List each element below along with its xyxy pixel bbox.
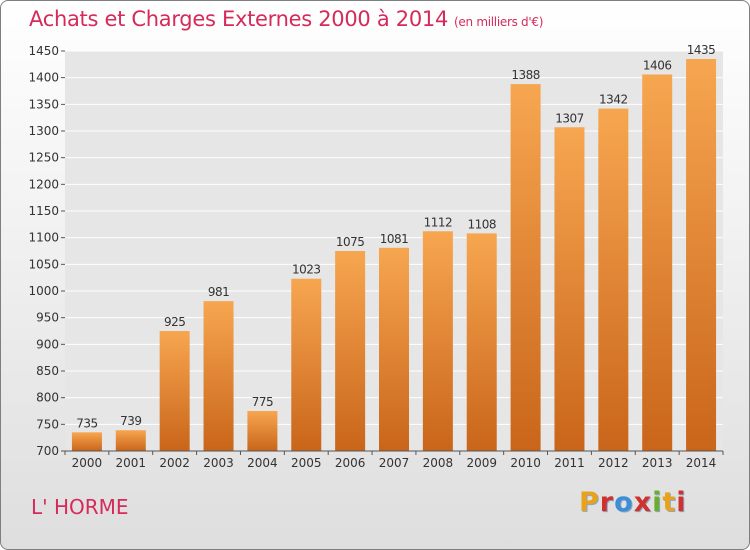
y-tick-label: 850 — [36, 364, 59, 378]
data-label-2010: 1388 — [511, 68, 540, 82]
data-label-2011: 1307 — [555, 111, 584, 125]
y-tick-label: 1150 — [28, 204, 59, 218]
proxiti-logo: Proxiti — [579, 487, 687, 518]
y-tick-label: 950 — [36, 311, 59, 325]
data-label-2005: 1023 — [292, 263, 321, 277]
y-tick-label: 900 — [36, 337, 59, 351]
logo-letter: i — [652, 487, 663, 518]
x-tick-label: 2009 — [466, 456, 497, 470]
bars — [71, 59, 717, 452]
data-label-2000: 735 — [76, 416, 97, 430]
title-text: Achats et Charges Externes 2000 à 2014 — [29, 7, 449, 31]
bar-2000 — [71, 432, 102, 451]
x-tick-label: 2005 — [291, 456, 322, 470]
bar-2014 — [686, 59, 717, 451]
x-tick-label: 2010 — [510, 456, 541, 470]
x-tick-label: 2000 — [72, 456, 103, 470]
chart-title: Achats et Charges Externes 2000 à 2014 (e… — [29, 7, 543, 31]
bar-2004 — [247, 411, 278, 451]
logo-letter: r — [599, 487, 615, 518]
data-label-2013: 1406 — [643, 58, 672, 72]
x-tick-label: 2007 — [379, 456, 410, 470]
x-tick-label: 2004 — [247, 456, 278, 470]
x-tick-label: 2006 — [335, 456, 366, 470]
logo-letter: t — [662, 487, 677, 518]
y-axis-ticks: 700 750 800 850 900 950 1000 1050 1100 1150 1200 12… — [28, 44, 65, 458]
y-tick-label: 1050 — [28, 257, 59, 271]
place-name: L' HORME — [31, 495, 129, 519]
data-label-2001: 739 — [120, 414, 141, 428]
bar-2002 — [159, 331, 190, 451]
bar-2009 — [466, 233, 497, 451]
x-tick-label: 2008 — [423, 456, 454, 470]
x-tick-label: 2014 — [686, 456, 717, 470]
x-tick-label: 2002 — [159, 456, 190, 470]
data-label-2002: 925 — [164, 315, 185, 329]
y-tick-label: 1450 — [28, 44, 59, 58]
bar-2008 — [422, 231, 453, 451]
data-label-2008: 1112 — [424, 215, 453, 229]
logo-letter: P — [579, 487, 600, 518]
x-tick-label: 2001 — [116, 456, 147, 470]
data-label-2014: 1435 — [687, 43, 716, 57]
bar-2001 — [115, 430, 146, 451]
data-label-2012: 1342 — [599, 93, 628, 107]
bar-2003 — [203, 301, 234, 451]
x-tick-label: 2012 — [598, 456, 629, 470]
y-tick-label: 1350 — [28, 97, 59, 111]
y-tick-label: 1300 — [28, 124, 59, 138]
bar-2012 — [598, 108, 629, 451]
bar-2011 — [554, 127, 585, 452]
logo-letter: x — [633, 487, 653, 518]
bar-2005 — [291, 278, 322, 451]
data-label-2006: 1075 — [336, 235, 365, 249]
data-labels: 735 739 925 981 775 1023 1075 1081 1112 1108 1388 1… — [76, 43, 716, 430]
y-tick-label: 800 — [36, 391, 59, 405]
data-label-2009: 1108 — [467, 217, 496, 231]
bar-2013 — [642, 74, 673, 451]
data-label-2004: 775 — [252, 395, 273, 409]
x-axis-ticks: 2000 2001 2002 2003 2004 2005 2006 2007 2008 2009… — [64, 451, 724, 470]
bar-2007 — [379, 247, 409, 451]
y-tick-label: 1250 — [28, 151, 59, 165]
y-tick-label: 750 — [36, 417, 59, 431]
y-tick-label: 1000 — [28, 284, 59, 298]
y-tick-label: 700 — [36, 444, 59, 458]
bar-2006 — [335, 251, 366, 451]
unit-label: (en milliers d'€) — [454, 15, 544, 29]
y-tick-label: 1100 — [28, 231, 59, 245]
data-label-2003: 981 — [208, 285, 229, 299]
x-tick-label: 2003 — [203, 456, 234, 470]
logo-letter: o — [614, 487, 634, 518]
x-tick-label: 2013 — [642, 456, 673, 470]
logo-letter: i — [676, 487, 687, 518]
bar-2010 — [510, 84, 541, 452]
data-label-2007: 1081 — [380, 232, 409, 246]
y-tick-label: 1400 — [28, 71, 59, 85]
y-tick-label: 1200 — [28, 177, 59, 191]
x-tick-label: 2011 — [554, 456, 585, 470]
